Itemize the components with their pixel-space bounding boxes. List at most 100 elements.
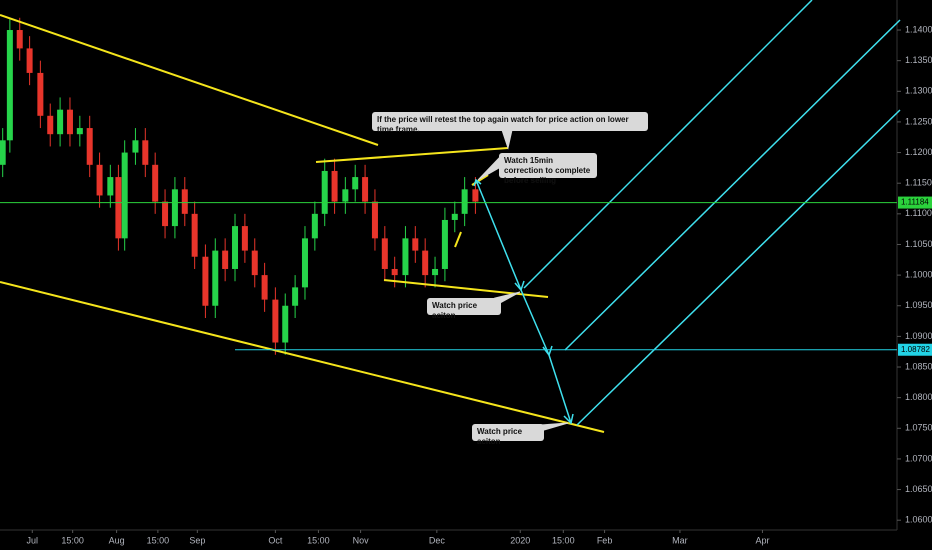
candle-body (212, 250, 219, 306)
x-tick-label: 15:00 (307, 535, 330, 545)
x-tick-label: 15:00 (552, 535, 575, 545)
candle-body (6, 30, 13, 141)
x-tick-label: Mar (672, 535, 688, 545)
y-tick-label: 1.10000 (905, 269, 932, 279)
candle-body (96, 164, 103, 196)
pointer (477, 156, 500, 181)
candle-body (57, 109, 64, 135)
y-tick-label: 1.07500 (905, 423, 932, 433)
candle-body (321, 170, 328, 214)
candle-body (66, 109, 73, 135)
candle-body (107, 177, 114, 196)
y-tick-label: 1.11500 (905, 178, 932, 188)
x-tick-label: 15:00 (61, 535, 84, 545)
candle-body (115, 177, 122, 239)
candle-body (181, 189, 188, 214)
trendline (383, 279, 549, 298)
candle-body (261, 275, 268, 300)
candle-body (37, 72, 44, 116)
x-tick-label: Nov (353, 535, 370, 545)
y-tick-label: 1.12500 (905, 116, 932, 126)
arrow-head (473, 178, 482, 187)
y-tick-label: 1.07000 (905, 453, 932, 463)
candle-body (422, 250, 429, 276)
candle-body (202, 256, 209, 306)
y-tick-label: 1.06500 (905, 484, 932, 494)
x-tick-label: Oct (268, 535, 283, 545)
pointer (539, 422, 569, 431)
candle-body (162, 201, 169, 227)
candle-body (132, 140, 139, 153)
x-tick-label: Jul (27, 535, 39, 545)
candle-body (0, 140, 6, 165)
y-tick-label: 1.10500 (905, 239, 932, 249)
candle-body (282, 305, 289, 343)
candle-body (16, 30, 23, 49)
candle-body (121, 152, 128, 239)
x-tick-label: 2020 (510, 535, 530, 545)
y-tick-label: 1.08000 (905, 392, 932, 402)
cyan-drawings (473, 0, 901, 426)
y-tick-label: 1.09500 (905, 300, 932, 310)
channel-line (576, 109, 901, 426)
candle-body (402, 238, 409, 276)
channel-line (523, 0, 813, 289)
candle-body (371, 201, 378, 239)
callout: Watch price aciton (427, 298, 501, 320)
y-tick-label: 1.14000 (905, 24, 932, 34)
x-tick-label: Sep (189, 535, 205, 545)
candle-body (26, 48, 33, 73)
x-tick-label: Feb (597, 535, 613, 545)
callout: Watch 15min correction to complete befor… (499, 153, 597, 185)
y-tick-label: 1.12000 (905, 147, 932, 157)
candle-body (142, 140, 149, 165)
candle-body (381, 238, 388, 269)
candle-body (47, 115, 54, 135)
price-label: 1.08782 (901, 345, 930, 354)
x-tick-label: 15:00 (147, 535, 170, 545)
candle-body (362, 177, 369, 202)
candle-body (311, 213, 318, 239)
pointer (501, 129, 513, 150)
candle-body (76, 128, 83, 135)
x-tick-label: Aug (109, 535, 125, 545)
y-tick-label: 1.13500 (905, 55, 932, 65)
candle-body (301, 238, 308, 288)
candle-body (441, 219, 448, 269)
candle-body (222, 250, 229, 269)
price-label-box (898, 196, 932, 209)
candle-body (232, 226, 239, 269)
trendline (315, 147, 509, 163)
candle-body (191, 213, 198, 257)
trendline (0, 281, 605, 433)
candle-body (342, 189, 349, 202)
trendline (0, 14, 379, 146)
candle-body (171, 189, 178, 227)
candle-body (412, 238, 419, 251)
candle-body (272, 299, 279, 343)
y-tick-label: 1.08500 (905, 361, 932, 371)
arrow-head (514, 280, 525, 292)
candle-body (292, 287, 299, 306)
callout: Watch price aciton (472, 424, 544, 446)
y-tick-label: 1.11000 (905, 208, 932, 218)
arrow-head (563, 413, 574, 425)
price-label: 1.11184 (901, 198, 929, 207)
candle-body (86, 128, 93, 165)
marks (0, 17, 479, 355)
y-tick-label: 1.09000 (905, 331, 932, 341)
callout: If the price will retest the top again w… (372, 112, 648, 134)
trendline (454, 231, 462, 248)
x-tick-label: Dec (429, 535, 446, 545)
candle-body (352, 177, 359, 190)
candle-body (432, 268, 439, 276)
yellow-trendlines (0, 14, 605, 433)
x-tick-label: Apr (755, 535, 769, 545)
y-tick-label: 1.13000 (905, 86, 932, 96)
channel-line (564, 19, 901, 351)
candle-body (451, 213, 458, 220)
candle-body (241, 226, 248, 251)
projection-path (475, 179, 572, 424)
